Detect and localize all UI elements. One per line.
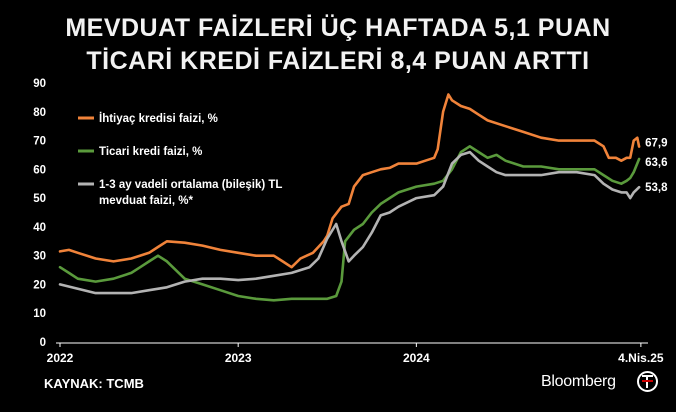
y-tick-label: 20: [33, 279, 46, 291]
series-line-2: [58, 145, 641, 302]
series-end-label: 67,9: [645, 138, 667, 150]
y-tick-label: 40: [33, 222, 46, 234]
legend-label: Ticari kredi faizi, %: [99, 146, 202, 158]
legend: İhtiyaç kredisi faizi, % Ticari kredi fai…: [78, 112, 282, 207]
y-tick-label: 10: [33, 308, 46, 320]
chart-title-line-2: TİCARİ KREDİ FAİZLERİ 8,4 PUAN ARTTI: [86, 47, 590, 75]
x-tick-label: 2024: [403, 351, 430, 365]
series-line-3: [58, 150, 641, 295]
y-tick-label: 50: [33, 193, 46, 205]
x-tick-label: 4.Nis.25: [618, 351, 664, 365]
legend-label: İhtiyaç kredisi faizi, %: [99, 112, 218, 125]
y-tick-label: 30: [33, 251, 46, 263]
series-end-label: 63,6: [645, 157, 667, 169]
ht-logo-icon: [637, 371, 658, 392]
y-tick-label: 60: [33, 164, 46, 176]
x-tick-label: 2022: [47, 351, 74, 365]
y-tick-label: 70: [33, 136, 46, 148]
y-tick-label: 90: [33, 78, 46, 90]
source-label: KAYNAK: TCMB: [44, 376, 144, 391]
legend-label: 1-3 ay vadeli ortalama (bileşik) TL mevdu…: [99, 179, 282, 207]
y-tick-label: 0: [40, 337, 46, 349]
series-line-1: [58, 93, 641, 269]
x-tick-label: 2023: [225, 351, 252, 365]
series-end-label: 53,8: [645, 182, 668, 194]
chart-title-line-1: MEVDUAT FAİZLERİ ÜÇ HAFTADA 5,1 PUAN: [65, 14, 611, 42]
y-tick-label: 80: [33, 107, 46, 119]
brand-logo: Bloomberg: [541, 373, 616, 390]
